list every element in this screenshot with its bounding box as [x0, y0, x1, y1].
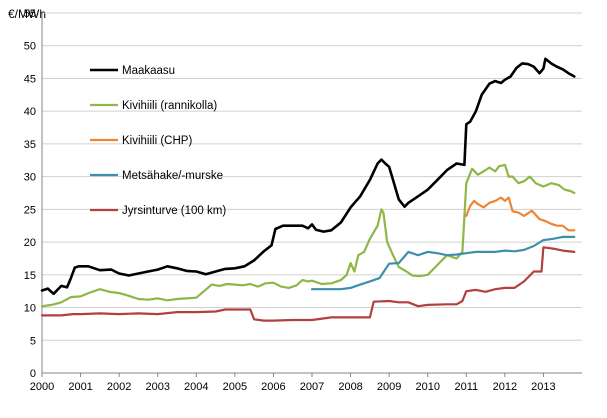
- y-tick-label: 30: [24, 172, 36, 184]
- x-tick-label: 2008: [338, 381, 362, 393]
- x-tick-label: 2011: [454, 381, 478, 393]
- y-axis-unit-label: €/MWh: [8, 7, 46, 21]
- x-tick-label: 2007: [300, 381, 324, 393]
- y-tick-label: 25: [24, 204, 36, 216]
- y-tick-label: 20: [24, 237, 36, 249]
- series-line-3: [465, 196, 576, 232]
- legend-label: Metsähake/-murske: [122, 170, 223, 182]
- y-tick-label: 55: [24, 8, 36, 20]
- x-tick-label: 2012: [493, 381, 517, 393]
- x-tick-label: 2006: [261, 381, 285, 393]
- y-tick-label: 50: [24, 41, 36, 53]
- series-lines: [40, 57, 576, 322]
- y-tick-label: 5: [30, 335, 36, 347]
- x-tick-label: 2001: [68, 381, 92, 393]
- axes: 0 5 10 15 20 25 30 35 40 45 50 55 2000 2001 2002 2003 20…: [24, 8, 582, 393]
- y-tick-label: 15: [24, 270, 36, 282]
- series-line-5: [40, 246, 576, 322]
- y-tick-label: 45: [24, 73, 36, 85]
- legend-label: Kivihiili (CHP): [122, 135, 192, 147]
- y-tick-label: 40: [24, 106, 36, 118]
- x-tick-label: 2002: [107, 381, 131, 393]
- legend-label: Kivihiili (rannikolla): [122, 100, 217, 112]
- x-tick-label: 2000: [30, 381, 54, 393]
- series-line-1: [40, 57, 576, 296]
- x-tick-label: 2009: [377, 381, 401, 393]
- y-tick-label: 10: [24, 303, 36, 315]
- x-tick-label: 2013: [531, 381, 555, 393]
- series-line-2: [40, 163, 576, 308]
- x-tick-label: 2004: [184, 381, 208, 393]
- series-line-4: [310, 235, 576, 291]
- legend: Maakaasu Kivihiili (rannikolla) Kivihiili …: [90, 65, 226, 217]
- x-tick-label: 2003: [145, 381, 169, 393]
- x-tick-label: 2010: [415, 381, 439, 393]
- legend-label: Jyrsinturve (100 km): [122, 205, 226, 217]
- x-tick-label: 2005: [223, 381, 247, 393]
- y-tick-label: 0: [30, 368, 36, 380]
- legend-label: Maakaasu: [122, 65, 175, 77]
- grid-lines: [42, 12, 582, 341]
- y-tick-label: 35: [24, 139, 36, 151]
